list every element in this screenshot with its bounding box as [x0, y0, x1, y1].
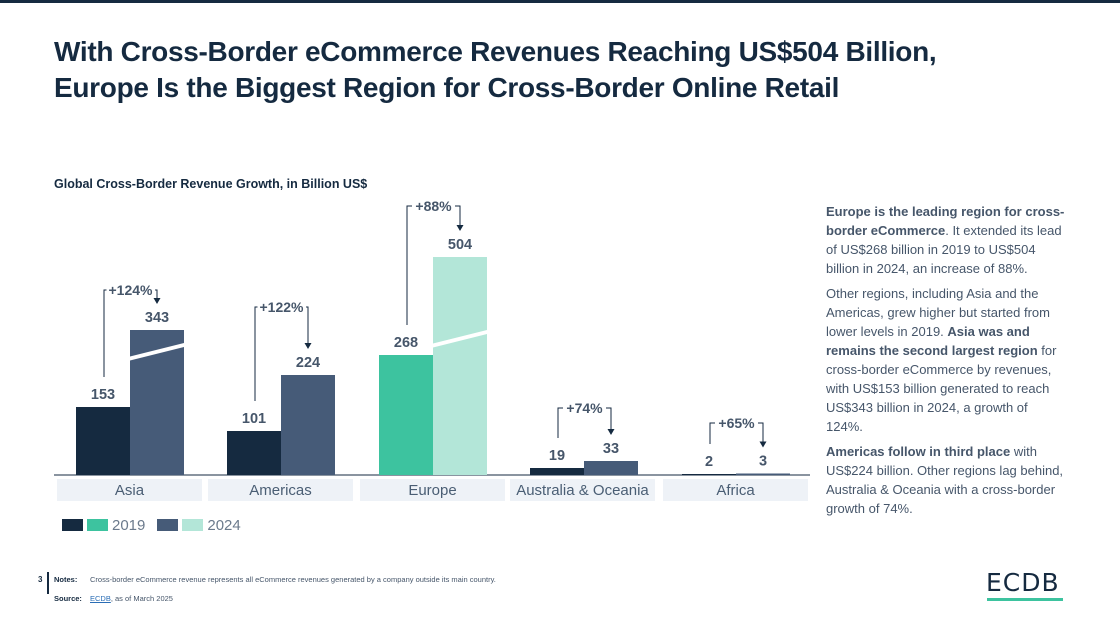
legend-label-2024: 2024: [207, 516, 241, 534]
category-label-2: Europe: [408, 482, 456, 499]
legend-swatch-2019-dark: [62, 519, 83, 531]
legend-label-2019: 2019: [112, 516, 146, 534]
growth-label-1: +122%: [260, 299, 305, 315]
axis-break-0: [124, 342, 188, 362]
side-p2-bold: Asia was and remains the second largest …: [826, 324, 1038, 358]
legend-swatch-2024-dark: [157, 519, 179, 531]
side-paragraph-3: Americas follow in third place with US$2…: [826, 442, 1066, 518]
growth-bracket-left-2: [406, 205, 412, 325]
page-title-line-2: Europe Is the Biggest Region for Cross-B…: [54, 72, 840, 103]
growth-bracket-left-0: [103, 289, 109, 377]
ecdb-logo: ECDB: [986, 568, 1060, 597]
side-p3-rest: with US$224 billion. Other regions lag b…: [826, 444, 1064, 516]
notes-text: Cross-border eCommerce revenue represent…: [90, 575, 496, 584]
value-label-2024-4: 3: [759, 454, 767, 470]
logo-underline: [987, 598, 1063, 601]
category-label-4: Africa: [716, 482, 755, 499]
growth-label-4: +65%: [718, 415, 755, 431]
side-p1-rest: . It extended its lead of US$268 billion…: [826, 223, 1062, 276]
value-label-2019-0: 153: [91, 387, 115, 403]
source-rest: , as of March 2025: [110, 594, 173, 603]
category-label-1: Americas: [249, 482, 312, 499]
growth-label-0: +124%: [109, 282, 154, 298]
bar-2024-0: [130, 330, 184, 475]
legend-swatch-2024-highlight: [182, 519, 204, 531]
legend-swatch-2019-highlight: [87, 519, 108, 531]
page-number: 3: [38, 575, 43, 584]
growth-label-bg-2: [413, 198, 455, 214]
growth-label-bg-1: [257, 299, 307, 315]
bar-2019-1: [227, 431, 281, 475]
bar-2019-4: [682, 474, 736, 475]
bar-2019-0: [76, 407, 130, 475]
growth-bracket-left-3: [557, 407, 563, 438]
value-label-2019-2: 268: [394, 335, 418, 351]
growth-label-bg-0: [106, 282, 156, 298]
bar-chart: 153 343 +124% Asia 101 224 +122% Americas 268 504…: [54, 198, 810, 501]
side-p3-bold: Americas follow in third place: [826, 444, 1011, 459]
bar-2019-3: [530, 468, 584, 475]
notes-label: Notes:: [54, 575, 78, 584]
side-paragraph-2: Other regions, including Asia and the Am…: [826, 284, 1066, 436]
chart-legend: 2019 2024: [62, 515, 253, 535]
axis-break-2: [427, 329, 491, 349]
value-label-2024-0: 343: [145, 310, 169, 326]
growth-bracket-right-3: [606, 407, 612, 430]
value-label-2024-3: 33: [603, 441, 619, 457]
growth-bracket-right-4: [758, 422, 764, 443]
source-label: Source:: [54, 594, 82, 603]
bar-2024-2: [433, 257, 487, 475]
growth-label-3: +74%: [566, 400, 603, 416]
category-band-0: [57, 479, 202, 501]
source-text: ECDB, as of March 2025: [90, 594, 173, 603]
page-title: With Cross-Border eCommerce Revenues Rea…: [54, 34, 1054, 106]
page-number-divider: [47, 572, 49, 594]
source-link[interactable]: ECDB: [90, 594, 111, 603]
value-label-2019-3: 19: [549, 448, 565, 464]
category-band-2: [360, 479, 505, 501]
top-accent-bar: [0, 0, 1120, 3]
growth-arrow-3: [607, 429, 615, 435]
chart-title: Global Cross-Border Revenue Growth, in B…: [54, 177, 368, 191]
growth-arrow-1: [304, 343, 312, 349]
growth-label-bg-3: [564, 400, 606, 416]
side-paragraph-1: Europe is the leading region for cross-b…: [826, 202, 1066, 278]
growth-bracket-left-4: [709, 422, 715, 444]
category-label-3: Australia & Oceania: [516, 482, 649, 499]
growth-label-bg-4: [716, 415, 758, 431]
bar-2024-4: [736, 473, 790, 475]
value-label-2024-1: 224: [296, 355, 320, 371]
side-p1-bold: Europe is the leading region for cross-b…: [826, 204, 1065, 238]
category-band-4: [663, 479, 808, 501]
bar-2024-3: [584, 461, 638, 475]
growth-bracket-left-1: [254, 306, 260, 401]
growth-arrow-0: [153, 298, 161, 304]
growth-bracket-right-2: [455, 205, 461, 226]
value-label-2024-2: 504: [448, 237, 472, 253]
category-band-3: [510, 479, 655, 501]
growth-arrow-2: [456, 225, 464, 231]
growth-arrow-4: [759, 441, 767, 448]
side-p2-b: for cross-border eCommerce by revenues, …: [826, 343, 1057, 434]
side-commentary: Europe is the leading region for cross-b…: [826, 202, 1066, 524]
bar-2019-2: [379, 355, 433, 475]
category-band-1: [208, 479, 353, 501]
side-p2-a: Other regions, including Asia and the Am…: [826, 286, 1050, 339]
category-label-0: Asia: [115, 482, 145, 499]
bar-2024-1: [281, 375, 335, 475]
value-label-2019-1: 101: [242, 411, 266, 427]
page-title-line-1: With Cross-Border eCommerce Revenues Rea…: [54, 36, 937, 67]
growth-label-2: +88%: [415, 198, 452, 214]
value-label-2019-4: 2: [705, 454, 713, 470]
